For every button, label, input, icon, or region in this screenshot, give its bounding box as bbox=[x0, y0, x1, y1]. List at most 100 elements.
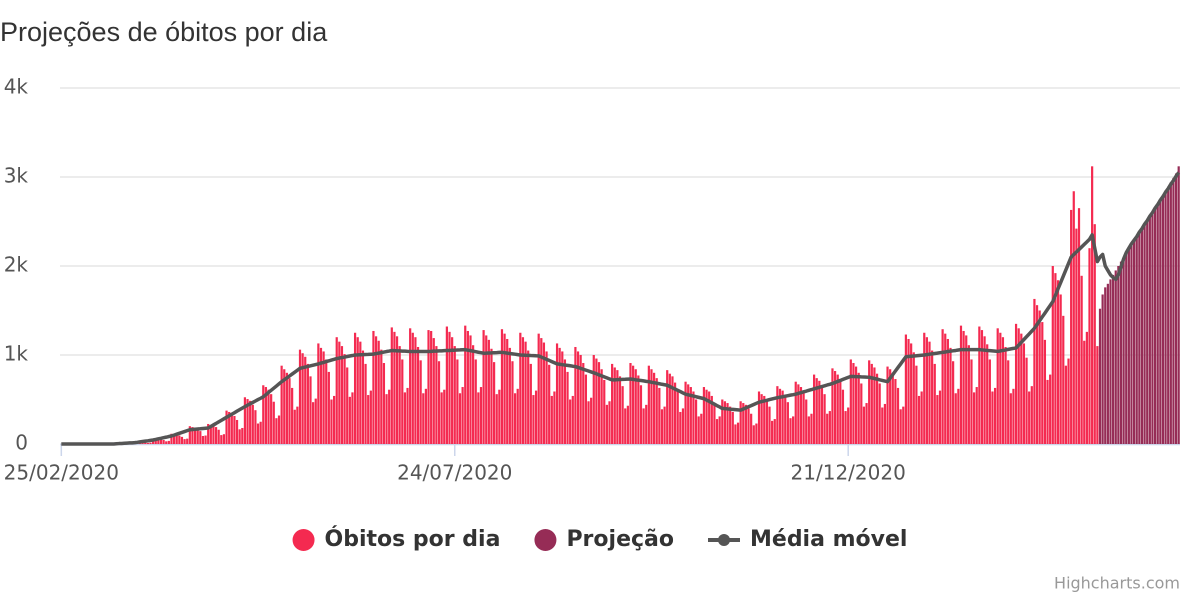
bar bbox=[812, 374, 816, 444]
bar bbox=[742, 403, 745, 444]
bar bbox=[1080, 275, 1083, 444]
bar bbox=[157, 438, 160, 444]
bar bbox=[839, 380, 842, 444]
bar bbox=[1101, 294, 1104, 444]
bar bbox=[624, 408, 627, 444]
bar bbox=[1064, 365, 1068, 444]
bar bbox=[466, 330, 469, 444]
bar bbox=[393, 331, 396, 444]
bar bbox=[807, 416, 810, 444]
bar bbox=[794, 381, 797, 444]
bar bbox=[587, 401, 590, 444]
bar bbox=[1054, 273, 1057, 444]
bar bbox=[209, 424, 212, 444]
bar bbox=[771, 420, 774, 444]
bar bbox=[204, 435, 207, 444]
bar bbox=[1093, 224, 1096, 444]
bar bbox=[1085, 331, 1088, 444]
bar bbox=[571, 395, 574, 444]
bar bbox=[936, 395, 939, 444]
bar bbox=[847, 407, 850, 444]
bar bbox=[188, 426, 191, 444]
bar bbox=[563, 359, 567, 444]
bar bbox=[750, 413, 753, 444]
bar bbox=[395, 336, 399, 444]
bar bbox=[865, 403, 868, 444]
bar bbox=[904, 334, 908, 444]
bar bbox=[729, 406, 732, 444]
bar bbox=[516, 388, 519, 444]
bar bbox=[385, 394, 388, 444]
bar bbox=[860, 383, 863, 444]
bar bbox=[513, 393, 517, 444]
bar bbox=[928, 341, 931, 444]
bar bbox=[1001, 337, 1005, 444]
bar bbox=[259, 421, 262, 444]
bar bbox=[414, 337, 417, 444]
bar bbox=[382, 363, 386, 444]
bar bbox=[986, 344, 989, 444]
bar bbox=[332, 395, 336, 444]
bar bbox=[582, 363, 585, 444]
bar bbox=[689, 387, 692, 444]
legend-item[interactable]: Média móvel bbox=[708, 527, 907, 552]
bar bbox=[458, 393, 462, 444]
bar bbox=[170, 433, 173, 444]
bar bbox=[214, 427, 218, 444]
bar bbox=[734, 424, 737, 444]
bar bbox=[590, 397, 593, 444]
bar bbox=[1096, 346, 1099, 444]
chart-title: Projeções de óbitos por dia bbox=[0, 17, 328, 47]
bar bbox=[907, 338, 910, 444]
bar bbox=[241, 427, 244, 444]
bar bbox=[637, 375, 640, 444]
bar bbox=[283, 369, 286, 444]
bar bbox=[228, 411, 231, 444]
bar bbox=[338, 341, 341, 444]
bar bbox=[521, 337, 525, 444]
bar bbox=[377, 340, 380, 444]
y-tick-label: 3k bbox=[4, 164, 29, 188]
bar bbox=[1038, 310, 1041, 444]
bar bbox=[978, 326, 981, 444]
bar bbox=[1012, 388, 1015, 444]
bar bbox=[1164, 190, 1167, 444]
bar bbox=[896, 387, 900, 444]
bar bbox=[857, 372, 860, 444]
bar bbox=[430, 330, 433, 444]
legend-item[interactable]: Projeção bbox=[534, 527, 674, 552]
credits[interactable]: Highcharts.com bbox=[1054, 574, 1180, 593]
bar bbox=[1132, 241, 1136, 444]
bar bbox=[967, 345, 970, 444]
bar bbox=[993, 387, 997, 444]
bar bbox=[225, 410, 228, 444]
bar bbox=[144, 442, 147, 444]
bar bbox=[708, 391, 711, 444]
bar bbox=[881, 407, 884, 444]
bar bbox=[1135, 236, 1138, 444]
bar bbox=[529, 363, 532, 444]
bar bbox=[731, 411, 734, 444]
bar bbox=[671, 376, 674, 444]
bar bbox=[1112, 274, 1115, 444]
bar bbox=[1028, 391, 1031, 444]
bar bbox=[946, 338, 949, 444]
bar bbox=[959, 325, 963, 444]
bar bbox=[372, 330, 375, 444]
bar bbox=[524, 341, 527, 444]
bar bbox=[262, 385, 265, 444]
bar bbox=[409, 328, 412, 444]
bar bbox=[899, 409, 902, 444]
bar bbox=[254, 410, 257, 444]
bar bbox=[1020, 333, 1023, 444]
bar bbox=[574, 346, 577, 444]
bar bbox=[831, 368, 834, 444]
bar bbox=[755, 423, 758, 444]
legend-item[interactable]: Óbitos por dia bbox=[292, 526, 501, 552]
bar bbox=[1046, 379, 1049, 444]
bar bbox=[256, 423, 260, 444]
bar bbox=[965, 335, 968, 444]
bar bbox=[474, 359, 477, 444]
bar bbox=[1014, 323, 1018, 444]
bar bbox=[668, 373, 671, 444]
